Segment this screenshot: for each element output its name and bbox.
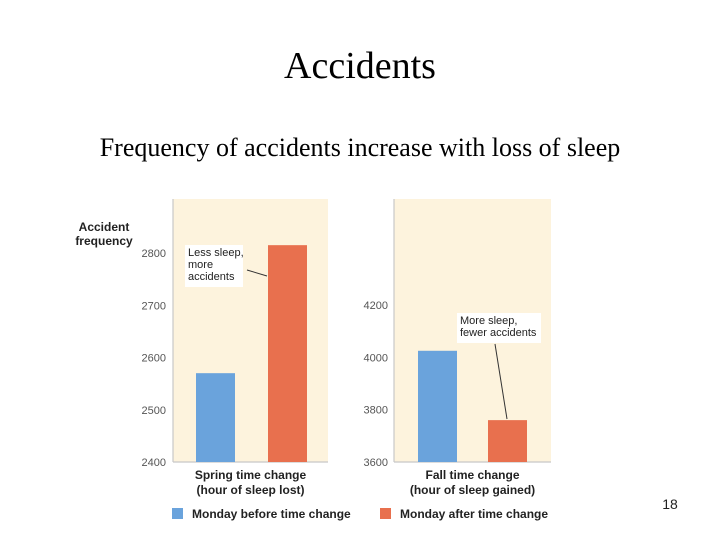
slide-subtitle: Frequency of accidents increase with los… (99, 133, 621, 162)
y-tick-label: 2400 (142, 457, 166, 469)
legend-swatch (172, 508, 183, 519)
annotation-box (457, 313, 541, 343)
annotation-box (185, 245, 243, 287)
legend-label: Monday before time change (192, 507, 351, 521)
bar-before-time-change (418, 350, 457, 462)
annotation: Less sleep, more accidents (185, 245, 268, 287)
x-axis-label: Fall time change (hour of sleep gained) (410, 468, 535, 497)
chart-panel-2: 3600 3800 4000 4200 More sleep, fewer acciden… (364, 199, 551, 497)
y-tick-label: 2600 (142, 353, 166, 365)
legend-item-before: Monday before time change (172, 507, 351, 521)
y-tick-label: 2500 (142, 405, 166, 417)
bar-after-time-change (268, 245, 307, 462)
y-tick-label: 2800 (142, 248, 166, 260)
y-tick-label: 3600 (364, 457, 388, 469)
annotation-text: More sleep, fewer accidents (460, 315, 537, 339)
bar-after-time-change (488, 420, 527, 462)
y-tick-label: 4200 (364, 300, 388, 312)
y-axis-label: Accident frequency (75, 220, 133, 248)
y-tick-label: 3800 (364, 405, 388, 417)
annotation-leader-line (246, 269, 268, 277)
bar-before-time-change (196, 373, 235, 462)
chart-panel-1: 2400 2500 2600 2700 2800 Accident frequency Les… (75, 199, 328, 497)
slide-title: Accidents (284, 45, 436, 87)
y-tick-label: 2700 (142, 300, 166, 312)
page-number: 18 (662, 496, 678, 512)
annotation-text: Less sleep, more accidents (188, 247, 244, 283)
legend-label: Monday after time change (400, 507, 548, 521)
x-axis-label: Spring time change (hour of sleep lost) (195, 468, 307, 497)
annotation-leader-line (494, 343, 508, 420)
y-tick-label: 4000 (364, 352, 388, 364)
legend-swatch (380, 508, 391, 519)
annotation: More sleep, fewer accidents (457, 313, 541, 420)
legend-item-after: Monday after time change (380, 507, 548, 521)
